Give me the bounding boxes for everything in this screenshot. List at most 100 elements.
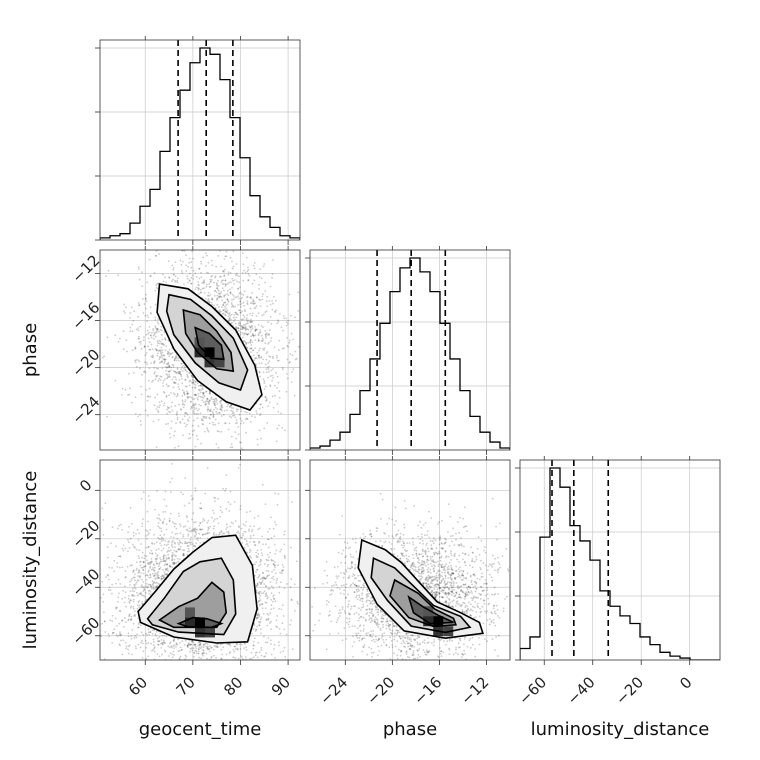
- scatter-point: [137, 572, 140, 574]
- scatter-point: [175, 550, 178, 553]
- scatter-point: [134, 573, 136, 576]
- scatter-point: [158, 339, 161, 342]
- scatter-point: [152, 583, 154, 585]
- scatter-point: [456, 585, 459, 588]
- scatter-point: [447, 592, 450, 595]
- scatter-point: [158, 583, 161, 586]
- scatter-point: [158, 377, 161, 380]
- scatter-point: [230, 318, 232, 321]
- scatter-point: [187, 281, 189, 284]
- scatter-point: [390, 620, 393, 622]
- scatter-point: [371, 608, 374, 611]
- scatter-point: [375, 527, 378, 529]
- scatter-point: [83, 604, 85, 606]
- scatter-point: [94, 598, 96, 600]
- scatter-point: [270, 628, 272, 631]
- scatter-point: [229, 314, 232, 317]
- scatter-point: [389, 629, 392, 631]
- scatter-point: [281, 426, 284, 429]
- scatter-point: [366, 588, 369, 591]
- scatter-point: [424, 551, 427, 554]
- scatter-point: [175, 378, 178, 381]
- scatter-point: [420, 577, 423, 580]
- scatter-point: [156, 554, 159, 556]
- scatter-point: [178, 558, 181, 561]
- scatter-point: [422, 582, 425, 585]
- scatter-point: [162, 575, 164, 577]
- scatter-point: [459, 543, 461, 546]
- scatter-point: [151, 708, 153, 710]
- scatter-point: [348, 600, 350, 602]
- scatter-point: [330, 588, 333, 591]
- scatter-point: [131, 629, 134, 631]
- scatter-point: [218, 411, 221, 414]
- scatter-point: [258, 298, 261, 301]
- scatter-point: [194, 384, 197, 386]
- scatter-point: [448, 589, 450, 591]
- scatter-point: [230, 416, 233, 419]
- scatter-point: [176, 277, 179, 280]
- scatter-point: [221, 313, 224, 315]
- scatter-point: [162, 641, 165, 644]
- scatter-point: [427, 574, 430, 577]
- scatter-point: [246, 677, 248, 679]
- scatter-point: [155, 284, 158, 287]
- scatter-point: [424, 549, 427, 552]
- scatter-point: [385, 643, 388, 646]
- x-tick-label: −24: [316, 673, 351, 708]
- scatter-point: [194, 402, 197, 405]
- scatter-point: [137, 623, 140, 626]
- scatter-point: [375, 540, 377, 543]
- scatter-point: [220, 405, 223, 407]
- scatter-point: [190, 536, 193, 539]
- scatter-point: [290, 599, 293, 601]
- scatter-point: [169, 642, 171, 645]
- scatter-point: [342, 572, 345, 574]
- scatter-point: [348, 617, 351, 620]
- scatter-point: [221, 511, 223, 514]
- scatter-point: [343, 541, 346, 544]
- scatter-point: [259, 347, 261, 350]
- scatter-point: [286, 358, 289, 361]
- scatter-point: [471, 592, 473, 594]
- scatter-point: [277, 381, 280, 384]
- scatter-point: [420, 526, 423, 529]
- scatter-point: [211, 264, 214, 267]
- scatter-point: [393, 668, 395, 670]
- scatter-point: [157, 323, 160, 325]
- scatter-point: [437, 638, 440, 641]
- scatter-point: [272, 259, 274, 261]
- scatter-point: [264, 601, 267, 604]
- scatter-point: [166, 366, 169, 369]
- scatter-point: [134, 546, 136, 549]
- scatter-point: [202, 385, 204, 388]
- scatter-point: [242, 326, 245, 329]
- scatter-point: [104, 631, 107, 633]
- scatter-point: [370, 630, 373, 633]
- scatter-point: [122, 549, 125, 552]
- scatter-point: [376, 621, 379, 624]
- scatter-point: [275, 625, 278, 628]
- scatter-point: [451, 590, 453, 593]
- scatter-point: [362, 584, 364, 587]
- scatter-point: [196, 397, 199, 399]
- scatter-point: [137, 266, 140, 268]
- scatter-point: [202, 652, 205, 655]
- scatter-point: [183, 661, 185, 663]
- scatter-point: [252, 644, 255, 647]
- scatter-point: [150, 274, 152, 277]
- scatter-point: [257, 222, 259, 224]
- scatter-point: [157, 537, 160, 539]
- scatter-point: [171, 554, 174, 556]
- scatter-point: [135, 636, 138, 639]
- scatter-point: [366, 653, 368, 656]
- scatter-point: [251, 320, 253, 323]
- scatter-point: [420, 561, 423, 564]
- scatter-point: [222, 303, 224, 306]
- scatter-point: [281, 367, 284, 369]
- scatter-point: [168, 277, 171, 279]
- scatter-point: [273, 310, 276, 313]
- scatter-point: [391, 644, 394, 646]
- scatter-point: [276, 503, 279, 506]
- x-axis-label: phase: [383, 719, 437, 740]
